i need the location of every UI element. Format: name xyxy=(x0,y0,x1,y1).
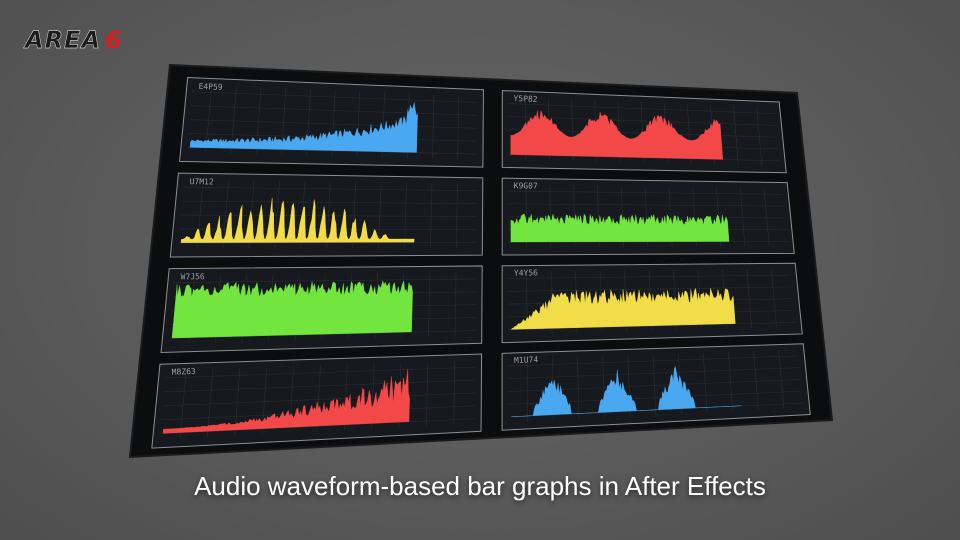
panel-grid xyxy=(186,147,477,155)
panel-frame xyxy=(151,353,483,449)
panel-label: W7J56 xyxy=(181,272,205,281)
panel-grid xyxy=(507,154,780,162)
panel-grid xyxy=(508,379,801,392)
panel-grid xyxy=(189,119,478,129)
panel-label: K9G07 xyxy=(514,181,538,190)
panel: M8Z63 xyxy=(151,353,483,449)
panel-grid xyxy=(508,286,792,292)
panel-grid xyxy=(507,103,775,114)
waveform xyxy=(510,110,724,160)
panel-grid xyxy=(507,190,783,195)
panel-grid xyxy=(763,187,770,247)
waveform xyxy=(189,102,418,153)
panel-grid xyxy=(378,182,382,248)
panel-label: M1U74 xyxy=(514,355,539,365)
panel-grid xyxy=(177,241,477,244)
caption: Audio waveform-based bar graphs in After… xyxy=(194,471,766,501)
panel-grid xyxy=(577,356,580,419)
panel-grid xyxy=(192,91,478,103)
waveform xyxy=(511,365,742,417)
panel: M1U74 xyxy=(501,343,811,431)
panel-grid xyxy=(746,269,752,329)
panel: E4P59 xyxy=(179,77,484,168)
logo-number: 6 xyxy=(105,26,123,54)
logo: AREA 6 xyxy=(23,26,123,54)
panel-grid xyxy=(222,180,229,249)
panel: K9G07 xyxy=(501,177,795,256)
panel-grid xyxy=(183,186,477,191)
panel: Y5P82 xyxy=(501,90,787,174)
panel-grid xyxy=(428,272,431,337)
panel-grid xyxy=(326,181,331,249)
panel-grid xyxy=(159,418,475,435)
panel-grid xyxy=(702,352,708,413)
logo-text: AREA xyxy=(23,26,101,54)
panel-grid xyxy=(174,278,476,283)
panel-label: E4P59 xyxy=(198,82,223,92)
waveform xyxy=(162,369,410,434)
panel-label: Y5P82 xyxy=(513,94,538,104)
panel-grid xyxy=(508,355,799,367)
waveform xyxy=(180,197,415,243)
panel-grid xyxy=(508,274,791,279)
panel-grid xyxy=(728,351,734,412)
panel-grid xyxy=(652,354,657,416)
panel-grid xyxy=(457,94,459,159)
panel-grid xyxy=(274,181,280,249)
panel-label: M8Z63 xyxy=(172,367,197,377)
panel-grid xyxy=(739,187,746,247)
panel-grid xyxy=(508,241,788,243)
waveform xyxy=(510,287,736,330)
panel-grid xyxy=(168,330,476,339)
panel-grid xyxy=(756,106,763,166)
panel-grid xyxy=(778,350,785,409)
panel-grid xyxy=(456,183,458,248)
panel: U7M12 xyxy=(169,172,484,258)
panels: E4P59 U7M12 W7J56 M8Z63 Y5P82 K9G07 Y4Y56 M1U74 xyxy=(151,77,811,449)
panel-grid xyxy=(771,269,777,328)
panel-grid xyxy=(190,105,478,116)
panel-grid xyxy=(426,361,429,427)
waveform xyxy=(510,213,730,243)
panel-grid xyxy=(163,379,475,393)
panel-grid xyxy=(404,182,407,248)
panel-grid xyxy=(454,272,457,337)
panel: Y4Y56 xyxy=(501,262,803,344)
panel-grid xyxy=(507,116,776,126)
waveform xyxy=(171,280,413,339)
panel-grid xyxy=(507,203,784,207)
panel-grid xyxy=(753,351,759,410)
panel-grid xyxy=(508,367,800,380)
panel-frame xyxy=(501,343,811,431)
panel-grid xyxy=(508,402,803,418)
panel-grid xyxy=(453,361,455,425)
panel-grid xyxy=(162,392,475,407)
panel-grid xyxy=(179,370,187,439)
panel-grid xyxy=(507,216,785,219)
panel-label: Y4Y56 xyxy=(514,268,538,277)
panel-grid xyxy=(181,200,477,204)
panel-grid xyxy=(165,366,476,379)
panel-grid xyxy=(432,94,435,159)
panel: W7J56 xyxy=(160,265,483,354)
panel-label: U7M12 xyxy=(190,177,214,186)
panel-grid xyxy=(508,322,796,330)
panel-grid xyxy=(733,105,739,165)
panel-grid xyxy=(430,183,433,248)
